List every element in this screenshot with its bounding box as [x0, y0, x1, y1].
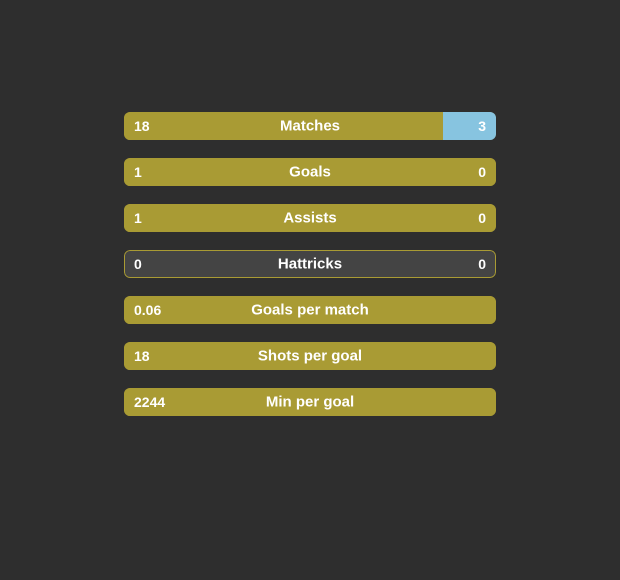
stat-value-left: 18 [134, 348, 150, 364]
stat-label: Hattricks [124, 256, 496, 273]
stat-value-left: 0 [134, 256, 142, 272]
stat-value-right: 0 [478, 256, 486, 272]
stat-value-right: 0 [478, 164, 486, 180]
stat-value-right: 3 [478, 118, 486, 134]
stat-label: Min per goal [124, 394, 496, 411]
stat-bar: Min per goal2244 [124, 388, 496, 416]
background [0, 0, 620, 580]
stat-label: Matches [124, 118, 496, 135]
stat-bar: Assists1 0 [124, 204, 496, 232]
stat-bar: Matches18 3 [124, 112, 496, 140]
stat-value-left: 0.06 [134, 302, 161, 318]
stat-label: Goals per match [124, 302, 496, 319]
stat-bar: Goals1 0 [124, 158, 496, 186]
stat-value-left: 1 [134, 164, 142, 180]
stat-label: Shots per goal [124, 348, 496, 365]
stat-bar: Hattricks0 0 [124, 250, 496, 278]
stat-value-left: 18 [134, 118, 150, 134]
stat-bar: Goals per match0.06 [124, 296, 496, 324]
stat-value-left: 1 [134, 210, 142, 226]
stat-bar: Shots per goal18 [124, 342, 496, 370]
stat-label: Goals [124, 164, 496, 181]
stat-value-left: 2244 [134, 394, 165, 410]
stat-value-right: 0 [478, 210, 486, 226]
stat-label: Assists [124, 210, 496, 227]
